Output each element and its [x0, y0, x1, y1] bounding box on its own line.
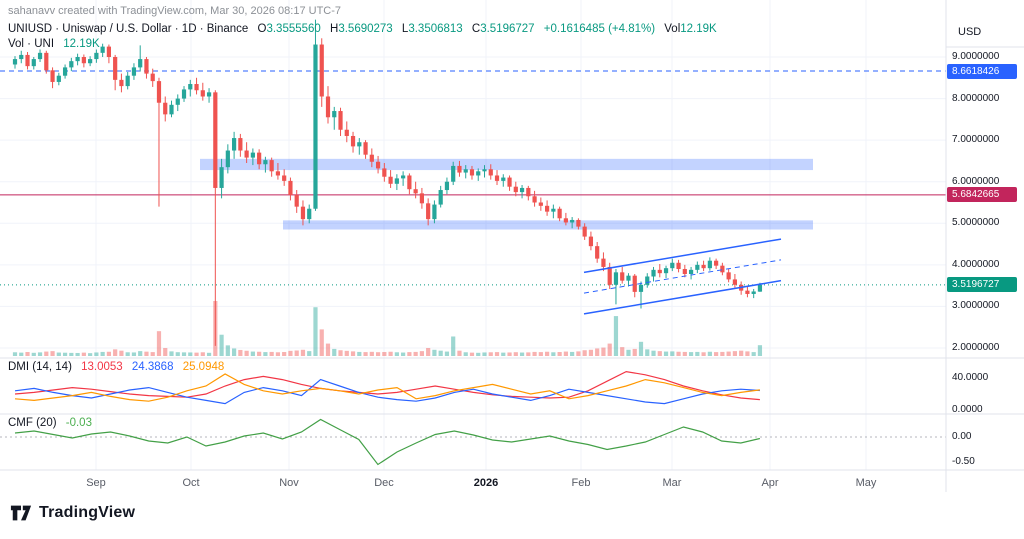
time-label-Sep[interactable]: Sep	[86, 477, 106, 489]
time-label-Mar[interactable]: Mar	[662, 477, 682, 489]
tradingview-logo[interactable]: TradingView	[10, 504, 135, 522]
dmi-adx-value: 13.0053	[81, 361, 123, 373]
time-label-2026[interactable]: 2026	[473, 477, 499, 489]
price-tag: 8.6618426	[947, 63, 1017, 79]
cmf-axis-tick: 0.00	[952, 431, 972, 442]
dmi-indicator-label[interactable]: DMI (14, 14)	[8, 361, 72, 373]
volume-legend: Vol · UNI 12.19K	[8, 38, 100, 50]
dmi-minus_di-line	[14, 373, 760, 402]
close-label: C	[471, 23, 481, 35]
dmi-legend: DMI (14, 14) 13.0053 24.3868 25.0948	[8, 361, 224, 373]
high-value: 3.5690273	[338, 23, 393, 35]
price-tick: 2.0000000	[952, 341, 1000, 353]
price-tick: 7.0000000	[952, 134, 1000, 146]
time-axis[interactable]: Sep Oct Nov Dec 2026 Feb Mar Apr May	[0, 470, 1024, 494]
channel-mid-line[interactable]	[583, 259, 782, 294]
price-tick: 4.0000000	[952, 258, 1000, 270]
time-label-Apr[interactable]: Apr	[761, 477, 779, 489]
currency-label[interactable]: USD	[958, 26, 982, 38]
dmi-adx-line	[14, 370, 760, 401]
volume-series-label[interactable]: Vol · UNI	[8, 38, 55, 50]
volume-series-value: 12.19K	[63, 38, 100, 50]
cmf-value: -0.03	[65, 417, 92, 429]
price-tick: 8.0000000	[952, 92, 1000, 104]
volume-label: Vol	[664, 23, 681, 35]
high-label: H	[330, 23, 339, 35]
channel-upper-line[interactable]	[583, 238, 782, 274]
dmi-minus-di-value: 25.0948	[182, 361, 225, 373]
dmi-plus_di-line	[14, 378, 760, 405]
dmi-plus-di-value: 24.3868	[131, 361, 174, 373]
channel-lower-line[interactable]	[583, 279, 782, 315]
cmf-indicator-label[interactable]: CMF (20)	[8, 417, 57, 429]
price-axis[interactable]: USD 9.0000000 8.0000000 7.0000000 6.0000000…	[946, 0, 1024, 492]
supply-demand-band[interactable]	[283, 220, 813, 230]
low-value: 3.3506813	[408, 23, 463, 35]
supply-demand-band[interactable]	[200, 158, 813, 171]
time-label-Feb[interactable]: Feb	[571, 477, 591, 489]
time-label-Dec[interactable]: Dec	[374, 477, 394, 489]
volume-value: 12.19K	[680, 23, 717, 35]
close-value: 3.5196727	[480, 23, 535, 35]
cmf-axis-tick: -0.50	[952, 456, 975, 467]
dmi-axis-tick: 40.0000	[952, 372, 989, 383]
tradingview-logo-icon	[10, 505, 32, 521]
watermark: sahanavv created with TradingView.com, M…	[8, 5, 342, 17]
price-tick: 6.0000000	[952, 175, 1000, 187]
price-tag: 5.6842665	[947, 187, 1017, 203]
price-tick: 5.0000000	[952, 217, 1000, 229]
symbol-title[interactable]: UNIUSD · Uniswap / U.S. Dollar · 1D · Bi…	[8, 23, 249, 35]
symbol-legend: UNIUSD · Uniswap / U.S. Dollar · 1D · Bi…	[8, 23, 717, 35]
time-label-Nov[interactable]: Nov	[279, 477, 299, 489]
open-label: O	[257, 23, 267, 35]
dmi-axis-tick: 0.0000	[952, 404, 983, 415]
price-tick: 9.0000000	[952, 51, 1000, 62]
change-value: +0.1616485 (+4.81%)	[543, 23, 656, 35]
open-value: 3.3555560	[266, 23, 321, 35]
price-tick: 3.0000000	[952, 300, 1000, 312]
price-tag: 3.5196727	[947, 277, 1017, 293]
cmf-legend: CMF (20) -0.03	[8, 417, 92, 429]
tradingview-logo-text: TradingView	[39, 504, 136, 521]
low-label: L	[401, 23, 409, 35]
cmf-line	[14, 418, 761, 466]
time-label-Oct[interactable]: Oct	[182, 477, 200, 489]
time-label-May[interactable]: May	[855, 477, 877, 489]
